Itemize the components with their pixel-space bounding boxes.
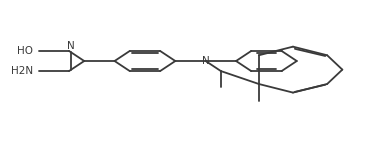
- Text: N: N: [67, 41, 75, 51]
- Text: N: N: [202, 56, 210, 66]
- Text: HO: HO: [17, 46, 33, 56]
- Text: H2N: H2N: [11, 66, 33, 76]
